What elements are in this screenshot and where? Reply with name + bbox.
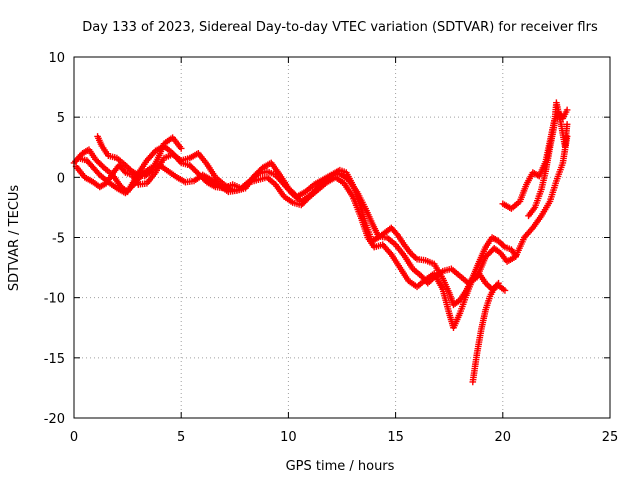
y-tick-label: 0 [57, 171, 65, 186]
x-tick-label: 20 [495, 430, 512, 445]
data-markers [70, 99, 571, 386]
plus-marker [393, 230, 400, 237]
series-track-3 [72, 149, 509, 332]
series-track-5 [469, 279, 502, 386]
chart-title: Day 133 of 2023, Sidereal Day-to-day VTE… [82, 20, 598, 35]
y-tick-label: -20 [44, 412, 65, 427]
series-track-1 [70, 142, 519, 309]
y-axis-label: SDTVAR / TECUs [7, 185, 22, 292]
y-tick-label: 10 [48, 51, 65, 66]
plus-marker [501, 287, 509, 294]
y-tick-label: -5 [52, 232, 65, 247]
plus-marker [495, 279, 502, 287]
y-tick-label: -10 [44, 292, 65, 307]
x-tick-label: 25 [602, 430, 619, 445]
x-tick-label: 5 [177, 430, 185, 445]
x-axis-label: GPS time / hours [286, 459, 395, 474]
y-tick-label: 5 [57, 111, 65, 126]
x-tick-label: 15 [387, 430, 404, 445]
x-tick-label: 10 [280, 430, 297, 445]
y-tick-label: -15 [44, 352, 65, 367]
plus-marker [120, 167, 128, 175]
plus-marker [177, 145, 185, 152]
plus-marker [563, 121, 571, 128]
plus-marker [563, 106, 571, 114]
x-tick-label: 0 [70, 430, 78, 445]
series-track-4 [94, 133, 185, 180]
series-track-7 [525, 99, 571, 220]
axes: 0 5 10 15 20 25 10 5 0 -5 -10 -15 -20 [44, 51, 619, 445]
grid-lines [74, 57, 610, 418]
